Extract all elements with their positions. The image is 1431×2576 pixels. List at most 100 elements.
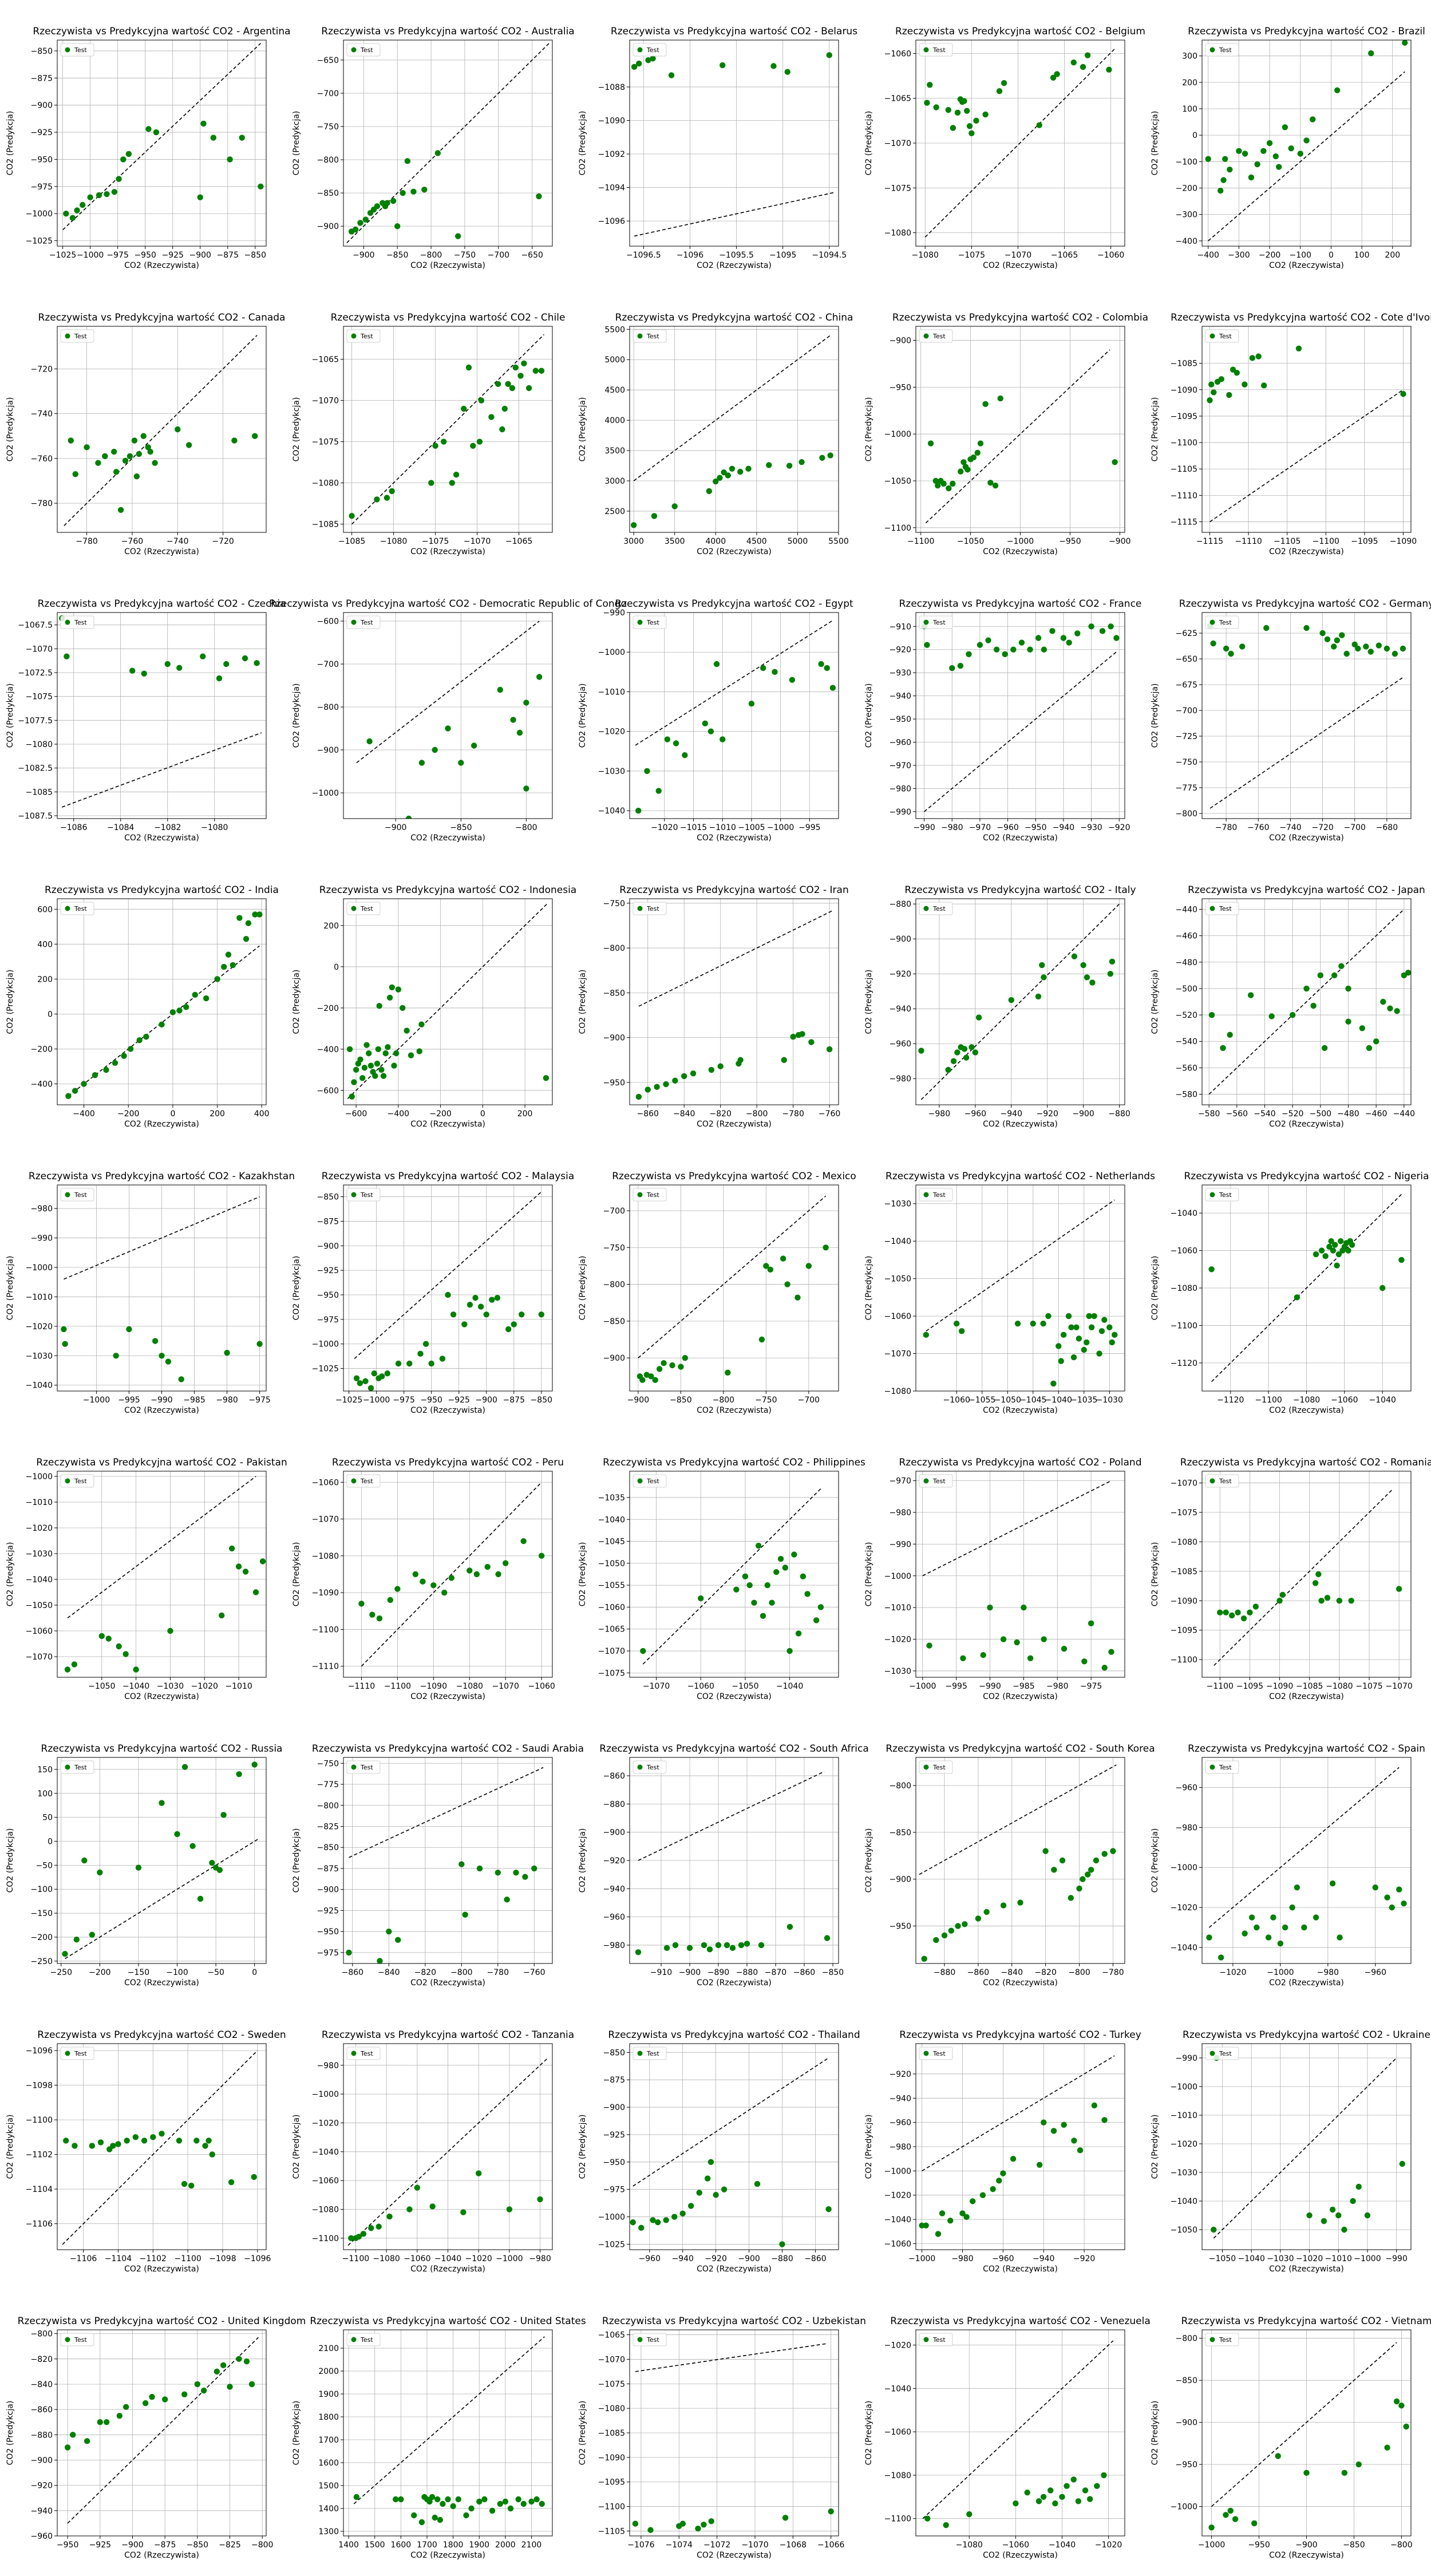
- y-tick-label: −1040: [26, 1575, 53, 1585]
- x-tick-label: −975: [393, 1396, 414, 1405]
- data-point: [351, 1079, 357, 1085]
- data-point: [975, 1014, 982, 1021]
- axes-frame: [1201, 1757, 1412, 1964]
- data-point: [1387, 1005, 1393, 1012]
- axes-frame: [1201, 1471, 1412, 1678]
- data-point: [955, 1923, 961, 1929]
- data-point: [1096, 1350, 1102, 1357]
- y-tick-label: −975: [603, 2186, 625, 2195]
- data-point: [1018, 639, 1025, 646]
- data-point: [390, 197, 397, 204]
- legend-marker: [923, 619, 929, 625]
- data-point: [509, 385, 516, 392]
- chart-title: Rzeczywista vs Predykcyjna wartość CO2 -…: [18, 2316, 306, 2327]
- y-tick-label: −1115: [1171, 518, 1197, 527]
- data-point: [1383, 645, 1390, 652]
- plot-area: [924, 49, 1115, 238]
- y-tick-label: −1020: [884, 1635, 911, 1645]
- data-point: [64, 653, 70, 659]
- data-point: [1014, 1639, 1020, 1646]
- x-tick-label: −1040: [1045, 1396, 1072, 1405]
- chart-title: Rzeczywista vs Predykcyjna wartość CO2 -…: [1171, 312, 1431, 323]
- data-point: [367, 1385, 374, 1391]
- data-point: [1297, 151, 1303, 157]
- x-axis-label: CO2 (Rzeczywista): [697, 2551, 772, 2560]
- y-tick-label: −775: [1176, 784, 1197, 793]
- y-tick-label: −600: [317, 1086, 339, 1096]
- data-point: [713, 478, 719, 485]
- legend-label: Test: [74, 619, 87, 626]
- x-tick-label: −500: [1310, 1109, 1331, 1119]
- axes-frame: [629, 898, 839, 1105]
- data-point: [943, 2522, 949, 2528]
- y-tick-label: −1067.5: [18, 621, 53, 630]
- x-tick-label: −860: [793, 1968, 815, 1977]
- x-tick-label: −100: [166, 1968, 188, 1977]
- y-tick-label: −1095: [1171, 412, 1197, 421]
- plot-area: [919, 1764, 1117, 1962]
- legend-marker: [1209, 1764, 1215, 1770]
- legend-label: Test: [74, 905, 87, 912]
- data-point: [129, 667, 136, 674]
- data-point: [1313, 1251, 1319, 1258]
- subplot: Rzeczywista vs Predykcyjna wartość CO2 -…: [292, 884, 576, 1129]
- legend-box: [60, 1760, 94, 1774]
- y-tick-label: −1035: [598, 1494, 625, 1503]
- data-point: [430, 1582, 437, 1589]
- y-tick-label: −875: [317, 1217, 339, 1226]
- legend-label: Test: [1219, 1764, 1232, 1771]
- x-tick-label: −700: [798, 1396, 820, 1405]
- data-point: [1295, 345, 1302, 351]
- data-point: [537, 2196, 543, 2203]
- x-tick-label: −680: [1376, 823, 1398, 832]
- y-tick-label: −1090: [598, 2453, 625, 2463]
- x-tick-label: 0: [170, 1109, 175, 1119]
- data-point: [467, 1301, 473, 1308]
- data-point: [120, 156, 127, 163]
- x-axis-label: CO2 (Rzeczywista): [1269, 547, 1344, 556]
- data-point: [672, 1077, 678, 1084]
- data-point: [1093, 1857, 1100, 1864]
- data-point: [1064, 2483, 1070, 2490]
- x-tick-label: −1104: [105, 2254, 132, 2263]
- axes-frame: [915, 612, 1125, 819]
- y-tick-label: −1080: [884, 2471, 911, 2480]
- subplot: Rzeczywista vs Predykcyjna wartość CO2 -…: [864, 1171, 1155, 1415]
- y-tick-label: −1010: [26, 1293, 53, 1302]
- data-point: [219, 1612, 225, 1619]
- subplot: Rzeczywista vs Predykcyjna wartość CO2 -…: [1151, 598, 1431, 843]
- data-point: [982, 111, 989, 118]
- data-point: [1014, 1320, 1021, 1327]
- data-point: [1081, 1346, 1087, 1353]
- data-point: [733, 1586, 740, 1593]
- x-tick-label: −1094.5: [812, 251, 847, 260]
- subplot: Rzeczywista vs Predykcyjna wartość CO2 -…: [6, 2316, 306, 2560]
- y-tick-label: −980: [890, 2143, 911, 2152]
- data-point: [1240, 1615, 1247, 1622]
- chart-title: Rzeczywista vs Predykcyjna wartość CO2 -…: [886, 1171, 1155, 1182]
- legend-box: [60, 902, 94, 915]
- data-point: [1066, 639, 1072, 646]
- data-point: [635, 1093, 642, 1100]
- y-tick-label: −800: [317, 703, 339, 712]
- data-point: [1076, 1885, 1082, 1892]
- y-tick-label: −1090: [598, 116, 625, 125]
- data-point: [143, 1033, 149, 1040]
- y-tick-label: −1104: [26, 2185, 53, 2194]
- chart-title: Rzeczywista vs Predykcyjna wartość CO2 -…: [608, 2029, 860, 2041]
- plot-area: [346, 1767, 544, 1963]
- data-point: [669, 1362, 675, 1369]
- data-point: [645, 57, 651, 64]
- x-tick-label: −1080: [380, 537, 407, 546]
- plot-area: [922, 1480, 1114, 1671]
- plot-area: [640, 1488, 824, 1665]
- data-point: [1101, 2117, 1108, 2123]
- x-tick-label: −880: [736, 1968, 758, 1977]
- y-tick-label: 600: [37, 905, 53, 914]
- y-tick-label: −750: [603, 1243, 625, 1253]
- data-point: [484, 1563, 491, 1570]
- y-axis-label: CO2 (Predykcja): [864, 397, 873, 462]
- x-tick-label: −1005: [738, 823, 765, 832]
- data-point: [418, 760, 425, 766]
- x-tick-label: −800: [1390, 2541, 1412, 2550]
